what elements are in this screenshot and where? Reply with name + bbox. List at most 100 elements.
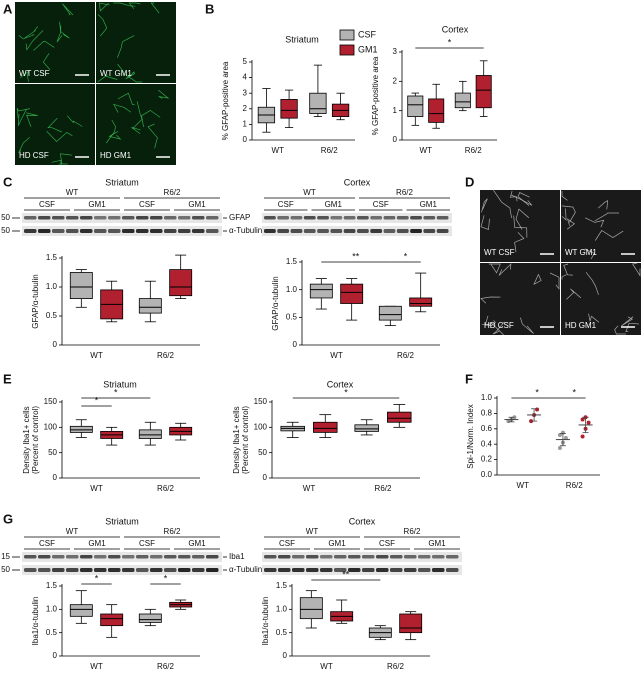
label: 0 (283, 651, 288, 660)
label: R6/2 (157, 351, 174, 360)
band (330, 229, 343, 233)
band (320, 555, 333, 559)
box (309, 92, 327, 114)
band (418, 568, 431, 572)
label: WT (90, 351, 103, 360)
cell-process (561, 205, 576, 223)
label: (Percent of control) (241, 406, 250, 474)
point (557, 432, 562, 437)
band (362, 568, 375, 572)
band (66, 216, 79, 220)
label: C (3, 174, 13, 189)
band (94, 555, 107, 559)
label: GM1 (420, 200, 438, 209)
band (334, 568, 347, 572)
cell-process (481, 198, 488, 213)
cell-process (18, 34, 35, 40)
label: WT (90, 484, 103, 493)
band (292, 555, 305, 559)
label: % GFAP-positive area (221, 61, 230, 140)
label: 0.0 (481, 470, 493, 479)
label: 4 (243, 73, 248, 82)
label: Iba1/α-tubulin (31, 597, 40, 646)
label: 1 (243, 120, 248, 129)
band (330, 216, 343, 220)
cell-process (585, 272, 599, 295)
label: ** (342, 569, 350, 579)
cell-process (588, 313, 600, 323)
band (390, 568, 403, 572)
band (178, 229, 191, 233)
cell-process (632, 262, 641, 277)
band (108, 568, 121, 572)
cell-process (484, 315, 504, 336)
cell-process (117, 63, 143, 83)
label: B (205, 1, 214, 16)
cell-process (97, 74, 118, 83)
label: WT (320, 662, 333, 671)
cell-process (24, 26, 39, 39)
band (38, 216, 51, 220)
label: 15 (1, 552, 10, 561)
band (38, 229, 51, 233)
label: R6/2 (465, 146, 482, 155)
label: CSF (358, 29, 377, 39)
label: Striatum (105, 516, 139, 526)
box (69, 604, 93, 617)
band (206, 555, 219, 559)
label: CSF (139, 539, 155, 548)
band (150, 568, 163, 572)
cell-process (597, 199, 609, 210)
band (343, 216, 356, 220)
cell-process (66, 115, 83, 127)
band (24, 555, 37, 559)
band (38, 568, 51, 572)
point (586, 420, 591, 425)
box (354, 424, 379, 432)
box (475, 75, 492, 109)
band (404, 555, 417, 559)
label: * (95, 395, 99, 405)
label: 100 (254, 422, 268, 431)
label: 1.0 (286, 285, 298, 294)
point (535, 407, 540, 412)
cell-process (533, 273, 542, 285)
box (399, 613, 423, 634)
label: Cortex (442, 24, 469, 34)
box (280, 99, 298, 119)
label: 1.0 (46, 604, 58, 613)
cell-process (132, 101, 143, 130)
band (357, 229, 369, 233)
label: R6/2 (404, 527, 421, 536)
band (206, 568, 219, 572)
band (376, 568, 389, 572)
label: WT GM1 (100, 69, 132, 78)
label: 0 (263, 473, 268, 482)
cell-process (59, 21, 70, 39)
cell-process (47, 117, 62, 133)
label: (Percent of control) (31, 406, 40, 474)
cell-process (58, 153, 72, 165)
cell-process (117, 35, 135, 58)
micrograph (561, 263, 641, 335)
box (169, 269, 193, 297)
band (343, 229, 356, 233)
band (334, 555, 347, 559)
cell-process (584, 217, 605, 228)
label: WT CSF (484, 248, 515, 257)
cell-process (549, 272, 560, 290)
label: Spi-1/Norm. Index (466, 404, 475, 468)
band (306, 568, 319, 572)
micrograph (561, 190, 641, 262)
box (299, 597, 323, 620)
box (138, 298, 162, 314)
label: Density Iba1+ cells (22, 406, 31, 473)
label: GM1 (358, 44, 378, 54)
band (446, 555, 459, 559)
label: 50 (1, 565, 10, 574)
box (100, 613, 124, 627)
band (348, 555, 361, 559)
cell-process (25, 30, 44, 51)
cell-process (19, 70, 30, 82)
label: CSF (39, 200, 55, 209)
